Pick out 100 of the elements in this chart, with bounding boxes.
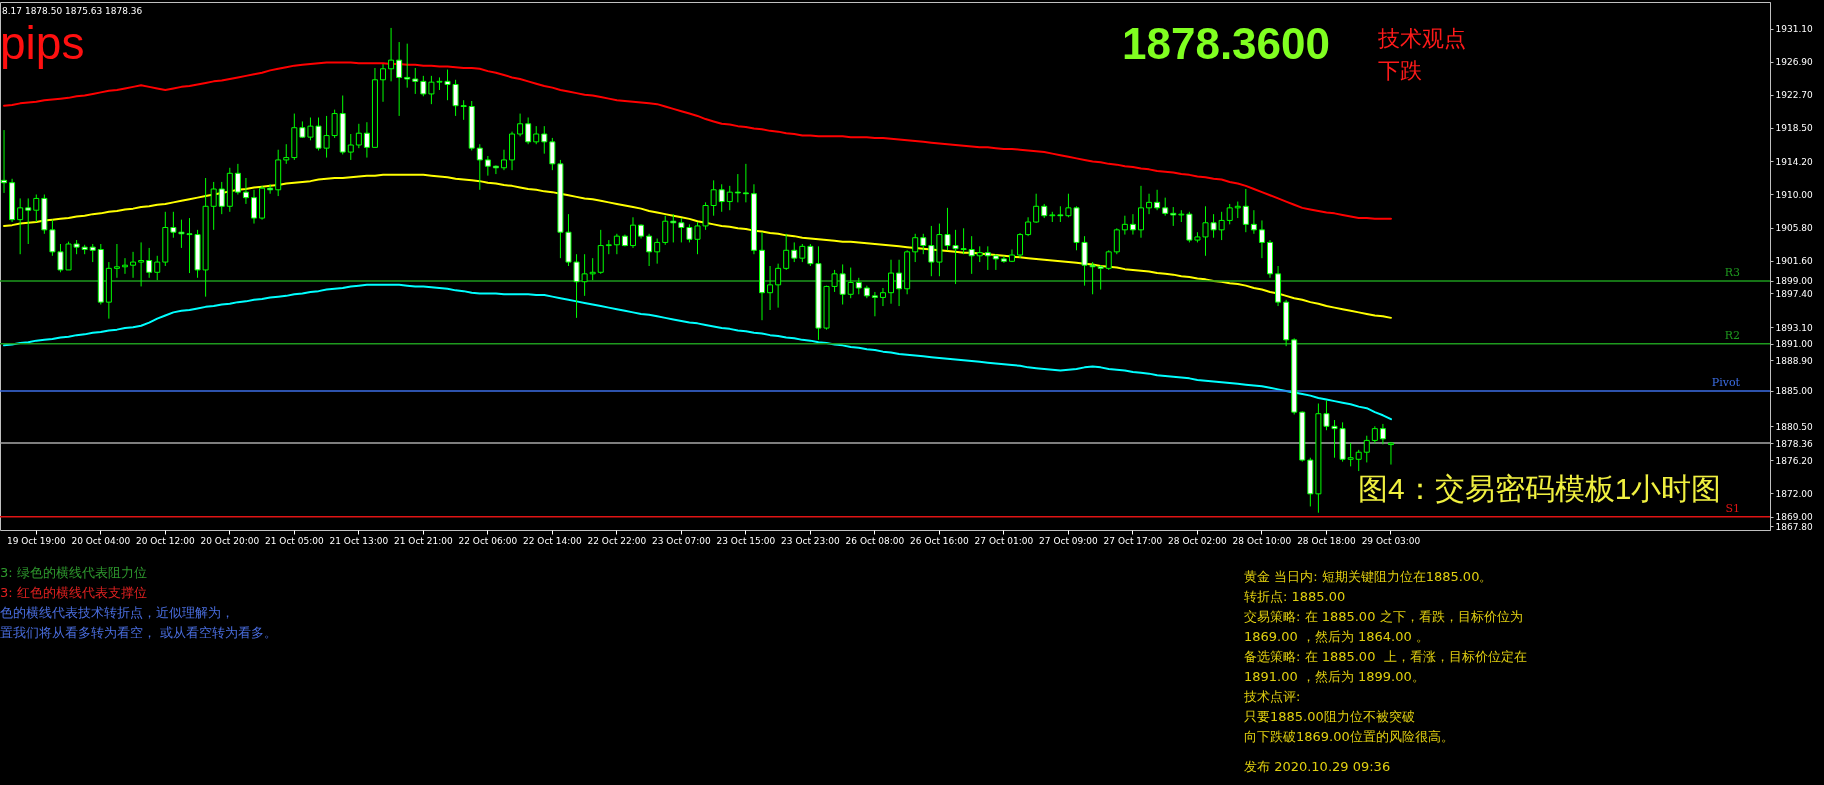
x-tick-label: 23 Oct 23:00 [781, 535, 840, 546]
annotation: 8.17 1878.50 1875.63 1878.36 [2, 6, 143, 16]
x-tick-label: 23 Oct 07:00 [652, 535, 711, 546]
text: 技术观点 [1378, 26, 1466, 51]
annotation: 图4：交易密码模板1小时图 [1358, 472, 1722, 505]
x-tick-label: 20 Oct 20:00 [200, 535, 260, 546]
annotation: 下跌 [1378, 58, 1422, 83]
text: 色的横线代表技术转折点，近似理解为， [0, 605, 234, 620]
x-tick-label: 20 Oct 12:00 [135, 535, 195, 546]
candlestick [1242, 188, 1249, 233]
ref-line-label: Pivot [1711, 375, 1741, 389]
candlestick [799, 243, 806, 263]
candlestick [1025, 216, 1032, 237]
candlestick [1347, 442, 1354, 467]
candlestick [1146, 193, 1153, 215]
candlestick [283, 143, 290, 165]
text: 1891.00 ，然后为 1899.00。 [1244, 669, 1425, 684]
candlestick [589, 257, 596, 281]
candlestick [888, 259, 895, 305]
candlestick [734, 173, 741, 203]
x-tick-label: 28 Oct 18:00 [1297, 535, 1357, 546]
x-tick-label: 26 Oct 08:00 [845, 535, 905, 546]
text: 转折点: 1885.00 [1244, 589, 1346, 604]
candlestick [138, 241, 145, 287]
x-tick-label: 22 Oct 14:00 [523, 535, 582, 546]
candlestick [1129, 213, 1136, 236]
x-tick-label: 19 Oct 19:00 [6, 535, 66, 546]
x-tick-label: 21 Oct 21:00 [394, 535, 453, 546]
x-tick-label: 22 Oct 06:00 [458, 535, 518, 546]
x-tick-label: 28 Oct 10:00 [1232, 535, 1292, 546]
y-tick-label: 1867.80 [1775, 521, 1813, 532]
candlestick [517, 113, 524, 137]
text: 置我们将从看多转为看空， 或从看空转为看多。 [0, 625, 278, 640]
candlestick [879, 287, 886, 307]
text: 1869.00 ，然后为 1864.00 。 [1244, 629, 1429, 644]
y-tick-label: 1869.00 [1775, 512, 1813, 523]
candlestick [113, 243, 120, 279]
candlestick [718, 183, 725, 213]
x-tick-label: 21 Oct 13:00 [329, 535, 389, 546]
candlestick [1105, 249, 1112, 271]
candlestick [968, 235, 975, 275]
candlestick [1162, 197, 1169, 217]
candlestick [1, 129, 8, 194]
x-tick-label: 27 Oct 17:00 [1103, 535, 1163, 546]
candlestick [484, 155, 491, 177]
y-tick-label: 1872.00 [1775, 488, 1813, 499]
candlestick [25, 197, 32, 245]
y-tick-label: 1931.10 [1775, 24, 1813, 35]
y-tick-label: 1901.60 [1775, 256, 1813, 266]
candlestick [1121, 215, 1128, 236]
candlestick [251, 189, 257, 225]
candlestick [396, 41, 403, 117]
candlestick [146, 247, 153, 279]
text: 交易策略: 在 1885.00 之下，看跌，目标价位为 [1244, 609, 1523, 624]
candlestick [783, 233, 790, 271]
x-tick-label: 28 Oct 02:00 [1168, 535, 1228, 546]
candlestick [380, 63, 387, 103]
text: 向下跌破1869.00位置的风险很高。 [1244, 729, 1454, 744]
candlestick [1138, 185, 1144, 239]
x-tick-label: 26 Oct 16:00 [910, 535, 970, 546]
candlestick [742, 163, 749, 203]
candlestick [775, 263, 782, 309]
y-tick-label: 1885.00 [1775, 386, 1813, 397]
candlestick [1113, 227, 1120, 255]
candlestick [847, 267, 854, 299]
candlestick [355, 123, 362, 149]
y-tick-label: 1878.36 [1775, 438, 1813, 449]
ref-line-label: R2 [1724, 328, 1740, 342]
candlestick [920, 233, 927, 255]
y-tick-label: 1922.70 [1775, 90, 1813, 101]
candlestick [1258, 219, 1265, 259]
x-tick-label: 29 Oct 03:00 [1361, 535, 1421, 546]
y-tick-label: 1910.00 [1775, 190, 1813, 200]
candlestick [533, 125, 540, 145]
candlestick [541, 125, 548, 155]
text: 黄金 当日内: 短期关键阻力位在1885.00。 [1244, 569, 1493, 584]
text: 3: 绿色的横线代表阻力位 [0, 565, 147, 580]
y-tick-label: 1897.40 [1775, 289, 1813, 299]
x-tick-label: 21 Oct 05:00 [264, 535, 324, 546]
candlestick [646, 233, 653, 267]
y-tick-label: 1918.50 [1775, 123, 1813, 134]
candlestick [347, 133, 354, 161]
text: 备选策略: 在 1885.00 上，看涨，目标价位定在 [1244, 649, 1527, 664]
candlestick [992, 253, 999, 271]
y-tick-label: 1926.90 [1775, 57, 1813, 68]
candlestick [767, 265, 774, 311]
ref-line-label: S1 [1725, 501, 1740, 515]
y-tick-label: 1905.80 [1775, 223, 1813, 233]
y-tick-label: 1914.20 [1775, 157, 1813, 167]
candlestick [1097, 264, 1104, 291]
candlestick [17, 197, 24, 255]
candlestick [420, 75, 427, 97]
candlestick [791, 241, 798, 263]
candlestick [525, 117, 532, 145]
candlestick [629, 216, 636, 249]
y-tick-label: 1888.90 [1775, 355, 1813, 366]
candlestick [210, 181, 217, 231]
candlestick [1154, 189, 1161, 211]
candlestick [1170, 206, 1177, 227]
candlestick [662, 215, 669, 246]
